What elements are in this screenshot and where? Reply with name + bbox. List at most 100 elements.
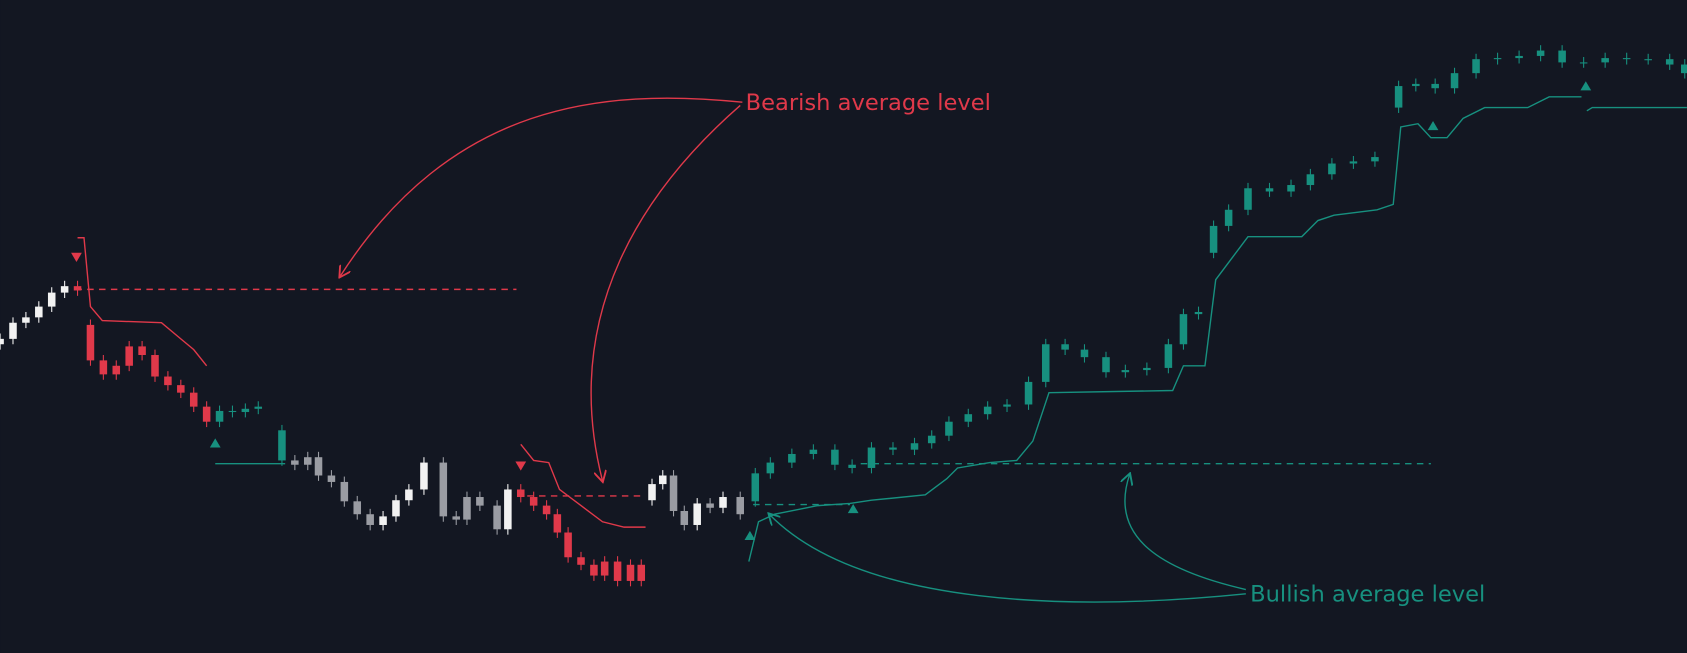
candle-body	[669, 475, 678, 511]
candle-body	[945, 421, 953, 436]
candle-body	[60, 286, 69, 293]
trailing-line	[520, 443, 646, 528]
candle-body	[1164, 344, 1173, 368]
candle-body	[529, 497, 538, 506]
candle-body	[542, 505, 551, 515]
candle-body	[564, 532, 572, 558]
candle-body	[1601, 58, 1609, 63]
candle-body	[1102, 357, 1110, 373]
candle-body	[353, 501, 362, 515]
trailing-line	[748, 96, 1582, 562]
candle-body	[278, 430, 286, 461]
candle-body	[1431, 83, 1439, 89]
candle-body	[1003, 404, 1011, 407]
candle-body	[340, 481, 349, 502]
candle-body	[1412, 83, 1420, 87]
candle-body	[493, 505, 501, 530]
candle-body	[0, 338, 4, 345]
candle-body	[254, 406, 263, 409]
candle-body	[1472, 59, 1480, 74]
annotation-arrow	[340, 97, 743, 276]
candle-body	[848, 464, 856, 468]
candle-body	[1515, 55, 1523, 59]
candle-body	[138, 346, 146, 356]
candle-body	[164, 376, 172, 386]
candle-body	[1493, 58, 1502, 60]
candle-body	[1041, 344, 1050, 382]
candle-body	[553, 514, 562, 533]
annotation-label: Bearish average level	[746, 90, 991, 116]
trailing-line	[1586, 106, 1687, 112]
candle-body	[648, 484, 656, 501]
candle-body	[303, 457, 312, 465]
candle-body	[1394, 86, 1403, 108]
candle-body	[151, 355, 159, 377]
candle-body	[1287, 185, 1295, 192]
candle-body	[1665, 59, 1674, 65]
candle-body	[47, 292, 56, 307]
candle-body	[392, 500, 400, 517]
signal-marker	[847, 504, 859, 514]
candle-body	[463, 497, 471, 520]
candle-body	[637, 564, 646, 581]
candle-body	[1450, 73, 1459, 89]
annotation-arrow	[769, 514, 1246, 603]
candle-body	[927, 435, 936, 444]
candle-body	[35, 306, 43, 318]
signal-marker	[1427, 121, 1439, 131]
candle-body	[202, 406, 211, 422]
candle-body	[1080, 349, 1089, 358]
candle-body	[910, 443, 919, 450]
candle-body	[86, 324, 95, 361]
candle-body	[751, 473, 760, 502]
candle-body	[1328, 163, 1336, 175]
candle-body	[693, 503, 701, 525]
candle-body	[504, 489, 512, 530]
candle-body	[215, 410, 224, 422]
annotation-arrow	[590, 104, 741, 480]
annotation-label: Bullish average level	[1250, 581, 1485, 607]
signal-marker	[1580, 81, 1592, 91]
candle-body	[831, 449, 839, 465]
candle-body	[1265, 188, 1274, 192]
candle-body	[867, 447, 876, 468]
candle-body	[809, 449, 818, 454]
candle-body	[99, 360, 108, 375]
candle-body	[736, 497, 744, 515]
candle-body	[189, 392, 198, 407]
candle-body	[405, 489, 413, 501]
candle-body	[291, 460, 299, 465]
candle-body	[327, 475, 336, 482]
candle-body	[719, 497, 727, 508]
signal-marker	[71, 252, 82, 262]
candle-body	[1558, 50, 1566, 63]
candle-body	[1680, 64, 1687, 74]
candle-body	[420, 462, 428, 490]
candle-body	[379, 516, 387, 525]
candle-body	[1194, 311, 1203, 315]
signal-marker	[744, 530, 756, 541]
candle-body	[1024, 381, 1033, 405]
candle-body	[1622, 58, 1631, 60]
candle-body	[590, 564, 598, 576]
candle-body	[439, 462, 448, 517]
candle-body	[1061, 344, 1069, 350]
candle-body	[964, 414, 973, 422]
candle-body	[228, 410, 237, 413]
candle-body	[1536, 50, 1545, 56]
candle-body	[983, 406, 992, 415]
plot-area	[0, 45, 1687, 587]
candle-body	[600, 561, 609, 576]
candle-body	[613, 561, 622, 581]
candle-body	[125, 346, 133, 366]
candle-body	[314, 457, 323, 476]
candle-body	[1349, 161, 1358, 164]
candle-body	[1244, 188, 1252, 210]
candle-body	[706, 503, 714, 508]
candle-body	[1224, 209, 1233, 226]
candle-body	[22, 317, 30, 323]
candle-body	[1143, 367, 1151, 371]
trailing-line	[77, 237, 208, 367]
candle-body	[626, 564, 635, 581]
